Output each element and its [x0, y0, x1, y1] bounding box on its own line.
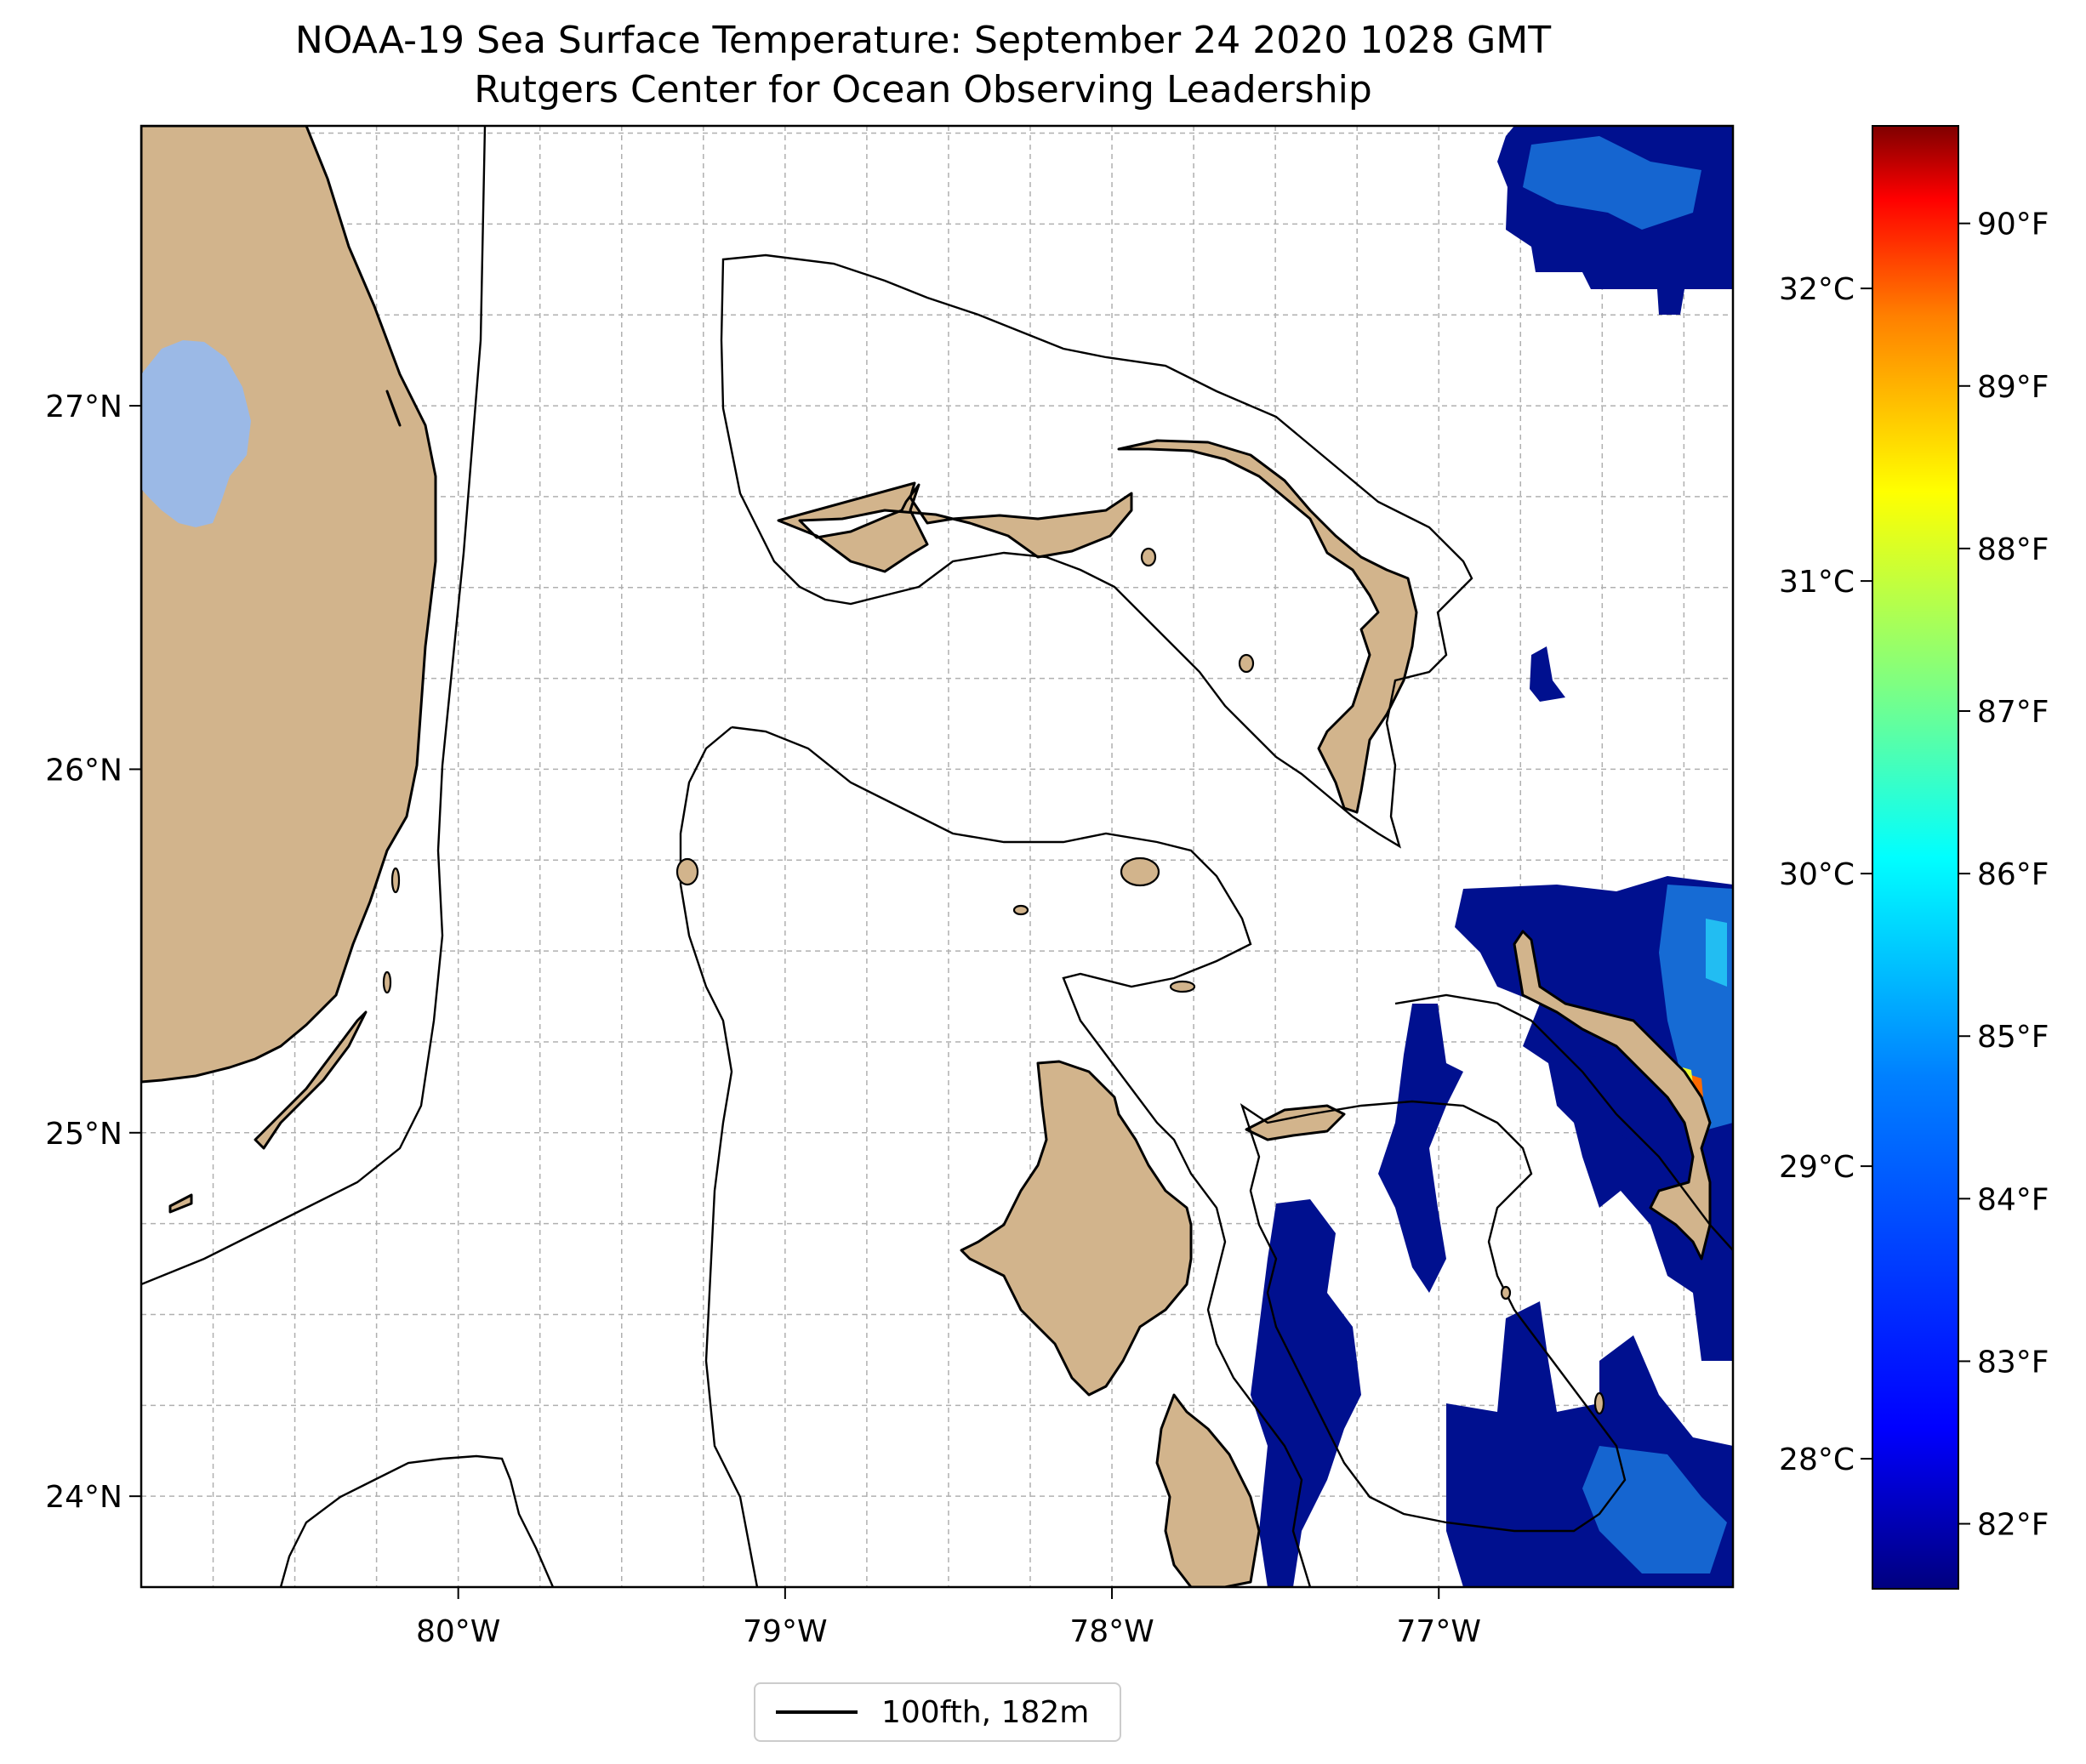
contour-east-tongue [1394, 993, 1733, 1251]
contour-florida-shelf [141, 126, 487, 1286]
colorbar-f-label: 86°F [1977, 857, 2049, 892]
colorbar-f-label: 89°F [1977, 370, 2049, 405]
land-andros [960, 1060, 1193, 1397]
map-title: NOAA-19 Sea Surface Temperature: Septemb… [294, 19, 1552, 62]
colorbar-f-label: 88°F [1977, 532, 2049, 567]
colorbar-celsius-ticks: 28°C 29°C 30°C 31°C 32°C [1779, 272, 1872, 1477]
colorbar-c-label: 30°C [1779, 857, 1855, 892]
lake-okeechobee [141, 340, 251, 527]
land-andros-south [1155, 1393, 1261, 1587]
contour-exuma-sound [1240, 1100, 1627, 1533]
sst-patch-west-mid [1378, 1004, 1463, 1293]
map-plot-area [141, 126, 1733, 1587]
longitude-tick-label: 80°W [416, 1614, 500, 1649]
sst-patch-east-mid [1578, 1055, 1693, 1174]
land-new-providence [1245, 1104, 1346, 1141]
land-florida-keys-1 [254, 1010, 368, 1150]
land-florida-keys-2 [168, 1193, 193, 1214]
sst-patch-bottom-west [1251, 1199, 1361, 1587]
latitude-tick-label: 25°N [45, 1117, 123, 1152]
land-eleuthera [1513, 930, 1712, 1260]
longitude-axis: 80°W 79°W 78°W 77°W [416, 1587, 1481, 1649]
sst-patch-bottom-cool [1582, 1446, 1727, 1573]
colorbar-f-label: 87°F [1977, 695, 2049, 730]
colorbar-c-label: 28°C [1779, 1442, 1855, 1477]
contour-tongue-west [679, 726, 759, 1587]
small-islands [382, 547, 1605, 1415]
map-frame [140, 124, 1735, 1589]
longitude-tick-label: 79°W [743, 1614, 827, 1649]
bathymetry-contours [141, 126, 1733, 1587]
colorbar-c-label: 32°C [1779, 272, 1855, 307]
latitude-axis: 24°N 25°N 26°N 27°N [45, 390, 141, 1515]
colorbar-gradient [1872, 125, 1959, 1590]
land-eastern-coast [385, 390, 402, 427]
sst-patch-small [1530, 646, 1565, 702]
sst-patch-bright-core [1706, 919, 1727, 987]
longitude-tick-label: 77°W [1397, 1614, 1481, 1649]
colorbar: 82°F 83°F 84°F 85°F 86°F 87°F 88°F 89°F 90°F 28°… [1779, 125, 2049, 1590]
legend-label: 100fth, 182m [881, 1694, 1090, 1730]
legend-contour-line [776, 1710, 858, 1714]
colorbar-fahrenheit-ticks: 82°F 83°F 84°F 85°F 86°F 87°F 88°F 89°F 90°F [1958, 208, 2049, 1543]
map-subtitle: Rutgers Center for Ocean Observing Leade… [474, 68, 1372, 111]
colorbar-f-label: 84°F [1977, 1182, 2049, 1217]
colorbar-c-label: 29°C [1779, 1150, 1855, 1185]
colorbar-f-label: 85°F [1977, 1020, 2049, 1055]
sst-patch-northeast-cool [1523, 136, 1701, 230]
contour-great-bahama-bank-north [731, 726, 1312, 1587]
latitude-tick-label: 24°N [45, 1480, 123, 1515]
contour-cay-sal-bank [279, 1454, 555, 1587]
map-legend: 100fth, 182m [754, 1682, 1121, 1742]
colorbar-c-label: 31°C [1779, 565, 1855, 600]
latitude-tick-label: 27°N [45, 390, 123, 424]
longitude-tick-label: 78°W [1069, 1614, 1154, 1649]
colorbar-f-label: 90°F [1977, 208, 2049, 242]
contour-little-bahama-bank [720, 253, 1473, 849]
latitude-tick-label: 26°N [45, 753, 123, 788]
land-grand-bahama [777, 481, 1133, 573]
land-abaco [1117, 439, 1418, 814]
colorbar-f-label: 83°F [1977, 1345, 2049, 1380]
colorbar-f-label: 82°F [1977, 1508, 2049, 1543]
